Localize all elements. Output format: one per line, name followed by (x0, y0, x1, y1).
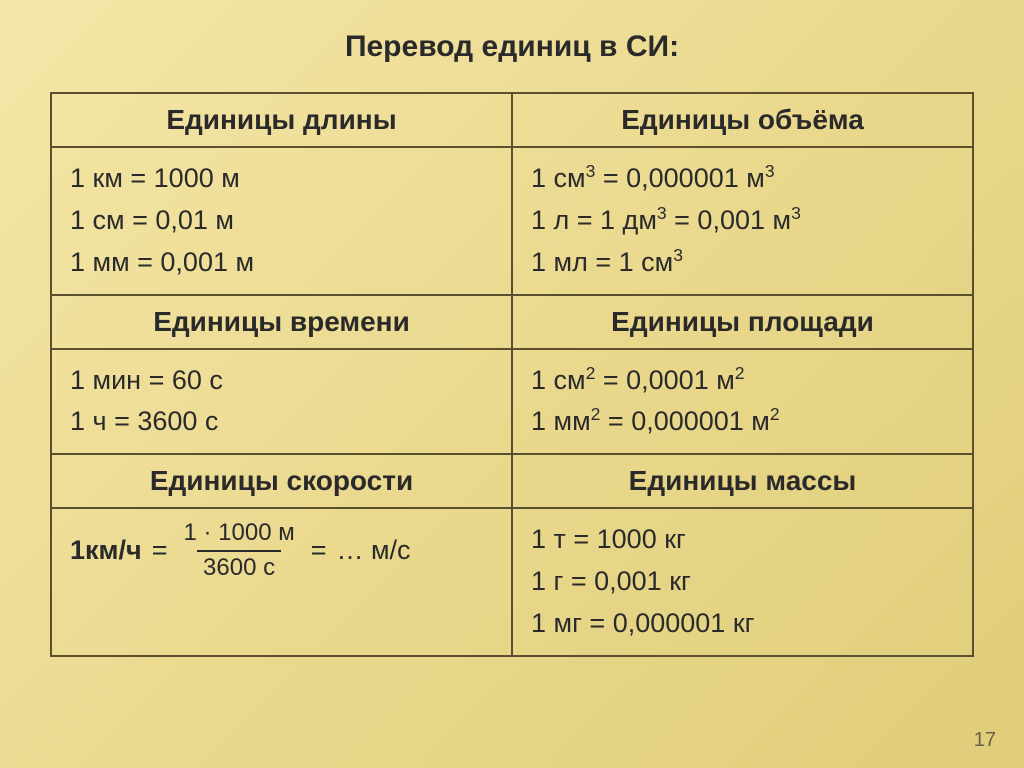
speed-frac-num: 1 · 1000 м (177, 519, 300, 550)
volume-line-1: 1 л = 1 дм3 = 0,001 м3 (531, 200, 954, 242)
header-mass: Единицы массы (512, 454, 973, 508)
speed-eq2: = (311, 530, 327, 572)
header-volume: Единицы объёма (512, 93, 973, 147)
header-area: Единицы площади (512, 295, 973, 349)
cell-mass: 1 т = 1000 кг 1 г = 0,001 кг 1 мг = 0,00… (512, 508, 973, 656)
length-line-0: 1 км = 1000 м (70, 158, 493, 200)
volume-line-0: 1 см3 = 0,000001 м3 (531, 158, 954, 200)
mass-line-0: 1 т = 1000 кг (531, 519, 954, 561)
header-time: Единицы времени (51, 295, 512, 349)
area-line-0: 1 см2 = 0,0001 м2 (531, 360, 954, 402)
page-title: Перевод единиц в СИ: (50, 30, 974, 64)
page-number: 17 (974, 729, 996, 752)
header-length: Единицы длины (51, 93, 512, 147)
cell-area: 1 см2 = 0,0001 м2 1 мм2 = 0,000001 м2 (512, 349, 973, 455)
speed-tail: … м/с (336, 530, 410, 572)
speed-formula: 1км/ч = 1 · 1000 м 3600 с = … м/с (70, 519, 493, 583)
cell-time: 1 мин = 60 с 1 ч = 3600 с (51, 349, 512, 455)
speed-fraction: 1 · 1000 м 3600 с (177, 519, 300, 583)
area-line-1: 1 мм2 = 0,000001 м2 (531, 401, 954, 443)
conversion-table: Единицы длины Единицы объёма 1 км = 1000… (50, 92, 974, 657)
mass-line-2: 1 мг = 0,000001 кг (531, 603, 954, 645)
speed-label: 1км/ч (70, 530, 142, 572)
header-speed: Единицы скорости (51, 454, 512, 508)
time-line-1: 1 ч = 3600 с (70, 401, 493, 443)
cell-volume: 1 см3 = 0,000001 м3 1 л = 1 дм3 = 0,001 … (512, 147, 973, 295)
volume-line-2: 1 мл = 1 см3 (531, 242, 954, 284)
speed-frac-den: 3600 с (197, 550, 281, 583)
time-line-0: 1 мин = 60 с (70, 360, 493, 402)
cell-length: 1 км = 1000 м 1 см = 0,01 м 1 мм = 0,001… (51, 147, 512, 295)
length-line-1: 1 см = 0,01 м (70, 200, 493, 242)
cell-speed: 1км/ч = 1 · 1000 м 3600 с = … м/с (51, 508, 512, 656)
mass-line-1: 1 г = 0,001 кг (531, 561, 954, 603)
length-line-2: 1 мм = 0,001 м (70, 242, 493, 284)
speed-eq1: = (152, 530, 168, 572)
